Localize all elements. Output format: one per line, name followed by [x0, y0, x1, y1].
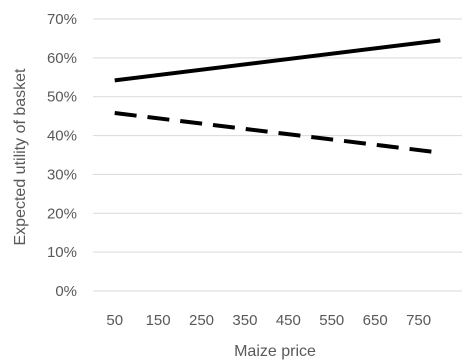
x-tick-label: 250	[189, 312, 214, 329]
y-tick-label: 60%	[47, 50, 77, 67]
x-tick-label: 650	[363, 312, 388, 329]
gridlines	[93, 18, 462, 292]
x-tick-label: 150	[146, 312, 171, 329]
series-line-solid	[114, 38, 441, 83]
x-axis-title: Maize price	[234, 343, 316, 360]
y-tick-label: 0%	[55, 283, 77, 300]
x-tick-label: 350	[232, 312, 257, 329]
x-axis-tick-labels: 50 150 250 350 450 550 650 750	[106, 312, 431, 329]
series-lines	[114, 38, 441, 155]
y-tick-label: 20%	[47, 205, 77, 222]
y-axis-tick-labels: 0% 10% 20% 30% 40% 50% 60% 70%	[47, 11, 77, 300]
y-axis-title: Expected utility of basket	[12, 68, 29, 246]
y-tick-label: 40%	[47, 128, 77, 145]
y-tick-label: 50%	[47, 89, 77, 106]
y-tick-label: 30%	[47, 166, 77, 183]
x-tick-label: 550	[319, 312, 344, 329]
x-tick-label: 450	[276, 312, 301, 329]
x-tick-label: 750	[406, 312, 431, 329]
series-line-dashed	[114, 111, 441, 155]
x-tick-label: 50	[106, 312, 123, 329]
y-tick-label: 10%	[47, 244, 77, 261]
y-tick-label: 70%	[47, 11, 77, 28]
